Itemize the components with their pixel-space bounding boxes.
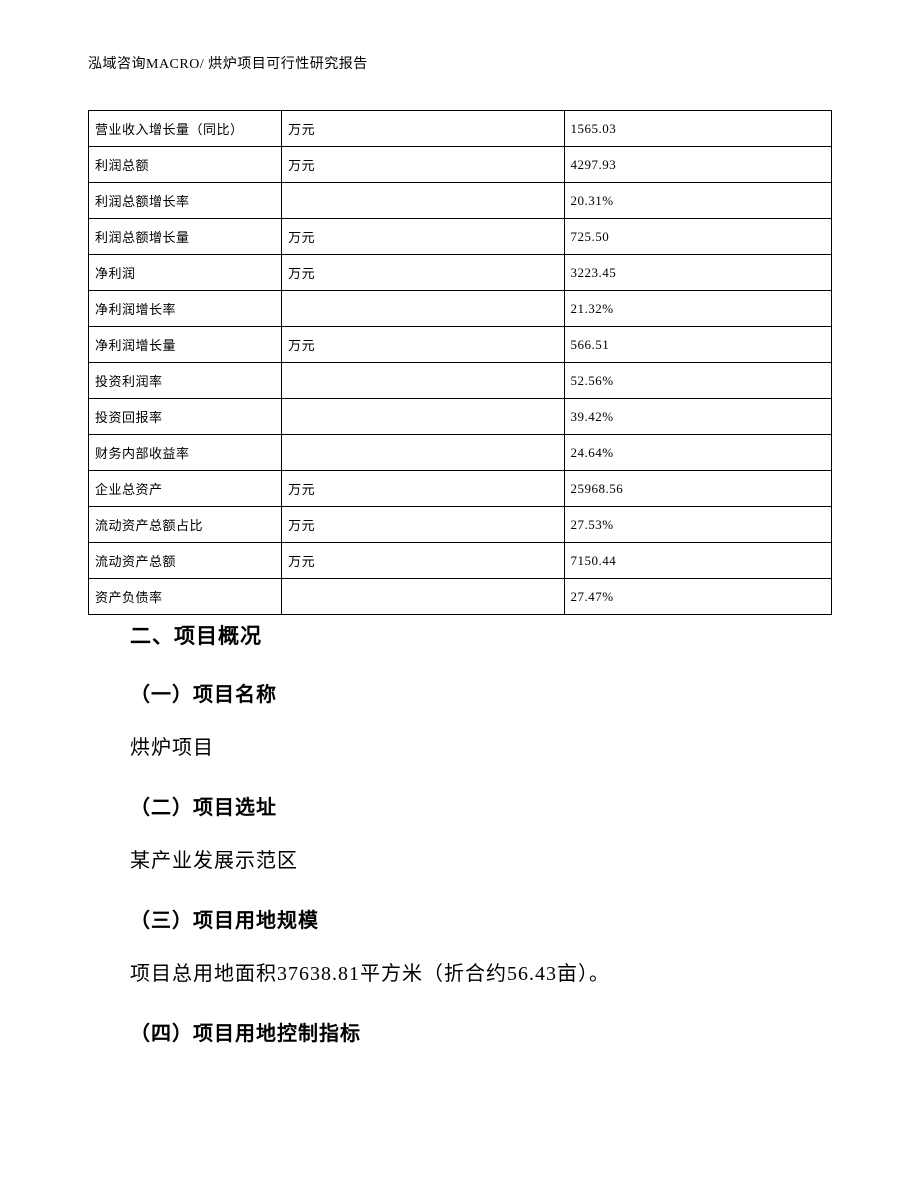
project-name-text: 烘炉项目 bbox=[130, 733, 790, 763]
row-value: 725.50 bbox=[564, 219, 832, 255]
row-value: 20.31% bbox=[564, 183, 832, 219]
row-label: 净利润增长率 bbox=[89, 291, 282, 327]
row-value: 27.53% bbox=[564, 507, 832, 543]
row-value: 27.47% bbox=[564, 579, 832, 615]
row-unit bbox=[282, 291, 564, 327]
row-unit bbox=[282, 183, 564, 219]
row-unit: 万元 bbox=[282, 471, 564, 507]
row-label: 流动资产总额占比 bbox=[89, 507, 282, 543]
row-value: 21.32% bbox=[564, 291, 832, 327]
row-value: 7150.44 bbox=[564, 543, 832, 579]
row-unit: 万元 bbox=[282, 219, 564, 255]
row-label: 利润总额 bbox=[89, 147, 282, 183]
section-heading-2: 二、项目概况 bbox=[130, 620, 790, 650]
row-value: 25968.56 bbox=[564, 471, 832, 507]
row-value: 3223.45 bbox=[564, 255, 832, 291]
row-value: 1565.03 bbox=[564, 111, 832, 147]
table-row: 流动资产总额 万元 7150.44 bbox=[89, 543, 832, 579]
project-location-text: 某产业发展示范区 bbox=[130, 846, 790, 876]
row-label: 净利润增长量 bbox=[89, 327, 282, 363]
document-body: 二、项目概况 （一）项目名称 烘炉项目 （二）项目选址 某产业发展示范区 （三）… bbox=[130, 620, 790, 1072]
row-unit: 万元 bbox=[282, 147, 564, 183]
row-label: 财务内部收益率 bbox=[89, 435, 282, 471]
row-unit bbox=[282, 435, 564, 471]
table-row: 利润总额增长率 20.31% bbox=[89, 183, 832, 219]
table-row: 净利润 万元 3223.45 bbox=[89, 255, 832, 291]
subsection-heading-1: （一）项目名称 bbox=[130, 678, 790, 707]
row-value: 39.42% bbox=[564, 399, 832, 435]
table-row: 资产负债率 27.47% bbox=[89, 579, 832, 615]
header-text: 泓域咨询MACRO/ 烘炉项目可行性研究报告 bbox=[88, 57, 368, 72]
subsection-heading-2: （二）项目选址 bbox=[130, 791, 790, 820]
row-label: 投资利润率 bbox=[89, 363, 282, 399]
table-row: 财务内部收益率 24.64% bbox=[89, 435, 832, 471]
table-row: 净利润增长率 21.32% bbox=[89, 291, 832, 327]
table-row: 利润总额增长量 万元 725.50 bbox=[89, 219, 832, 255]
row-label: 投资回报率 bbox=[89, 399, 282, 435]
table-row: 利润总额 万元 4297.93 bbox=[89, 147, 832, 183]
row-label: 资产负债率 bbox=[89, 579, 282, 615]
row-label: 利润总额增长率 bbox=[89, 183, 282, 219]
row-value: 52.56% bbox=[564, 363, 832, 399]
data-table: 营业收入增长量（同比） 万元 1565.03 利润总额 万元 4297.93 利… bbox=[88, 110, 832, 615]
page-header: 泓域咨询MACRO/ 烘炉项目可行性研究报告 bbox=[88, 53, 368, 73]
row-unit: 万元 bbox=[282, 111, 564, 147]
row-label: 净利润 bbox=[89, 255, 282, 291]
row-unit: 万元 bbox=[282, 255, 564, 291]
row-label: 营业收入增长量（同比） bbox=[89, 111, 282, 147]
table-row: 投资利润率 52.56% bbox=[89, 363, 832, 399]
row-label: 利润总额增长量 bbox=[89, 219, 282, 255]
row-unit: 万元 bbox=[282, 507, 564, 543]
row-value: 24.64% bbox=[564, 435, 832, 471]
row-unit: 万元 bbox=[282, 543, 564, 579]
row-unit bbox=[282, 363, 564, 399]
row-label: 流动资产总额 bbox=[89, 543, 282, 579]
table-row: 营业收入增长量（同比） 万元 1565.03 bbox=[89, 111, 832, 147]
table-row: 企业总资产 万元 25968.56 bbox=[89, 471, 832, 507]
row-unit bbox=[282, 399, 564, 435]
row-value: 4297.93 bbox=[564, 147, 832, 183]
table-row: 流动资产总额占比 万元 27.53% bbox=[89, 507, 832, 543]
land-scale-text: 项目总用地面积37638.81平方米（折合约56.43亩）。 bbox=[130, 959, 790, 989]
row-value: 566.51 bbox=[564, 327, 832, 363]
financial-table: 营业收入增长量（同比） 万元 1565.03 利润总额 万元 4297.93 利… bbox=[88, 110, 832, 615]
subsection-heading-4: （四）项目用地控制指标 bbox=[130, 1017, 790, 1046]
table-row: 投资回报率 39.42% bbox=[89, 399, 832, 435]
row-unit bbox=[282, 579, 564, 615]
row-unit: 万元 bbox=[282, 327, 564, 363]
row-label: 企业总资产 bbox=[89, 471, 282, 507]
subsection-heading-3: （三）项目用地规模 bbox=[130, 904, 790, 933]
table-row: 净利润增长量 万元 566.51 bbox=[89, 327, 832, 363]
